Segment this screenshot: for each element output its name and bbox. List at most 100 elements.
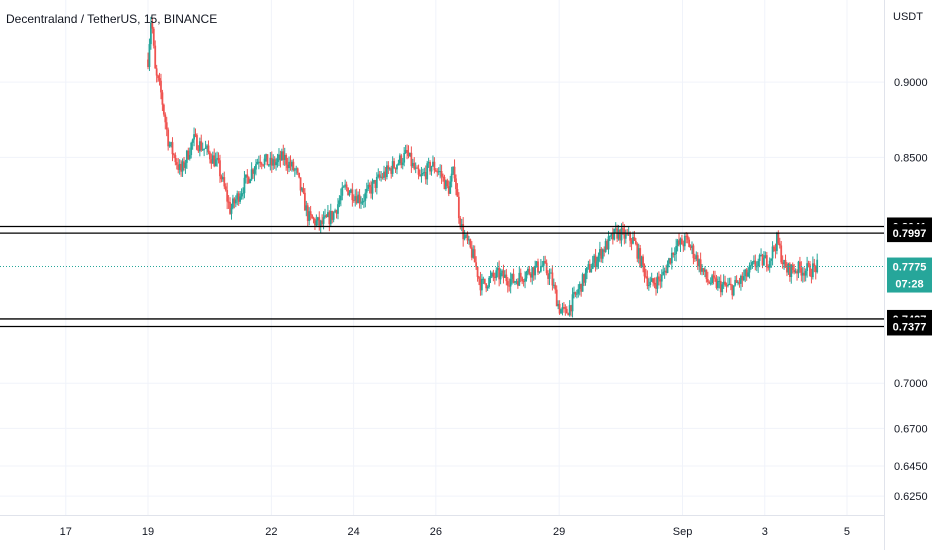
candle-body [636, 244, 639, 259]
candle-body [165, 122, 168, 130]
candle-body [204, 147, 207, 149]
candle-body [398, 155, 401, 164]
candle-body [426, 163, 429, 180]
candle-body [598, 249, 601, 256]
candle-body [243, 177, 246, 194]
candle-body [329, 210, 332, 225]
candle-body [541, 265, 544, 267]
candle-body [263, 158, 266, 165]
candle-body [551, 272, 554, 286]
candle-body [279, 154, 282, 161]
candle-body [185, 150, 188, 163]
candle-body [672, 252, 675, 255]
candle-body [374, 180, 377, 188]
candle-body [455, 178, 457, 190]
candle-body [419, 174, 421, 177]
candle-body [479, 278, 482, 291]
candle-body [531, 267, 534, 278]
candle-body [580, 283, 583, 292]
candle-body [522, 281, 525, 283]
candle-body [394, 167, 397, 170]
candle-body [364, 192, 367, 201]
candle-body [453, 166, 456, 179]
candle-body [688, 239, 691, 247]
candle-body [436, 171, 439, 173]
candle-body [594, 255, 597, 267]
candle-body [768, 260, 771, 268]
candle-body [396, 164, 398, 170]
candle-body [571, 294, 574, 312]
candle-body [478, 276, 480, 279]
candle-body [693, 258, 696, 260]
candle-body [404, 150, 407, 153]
candle-body [315, 220, 318, 226]
candle-body [597, 255, 600, 262]
candle-body [273, 159, 276, 166]
candle-body [285, 155, 288, 165]
candle-body [462, 224, 465, 240]
candle-body [649, 281, 652, 286]
candle-body [655, 284, 657, 289]
candle-body [793, 270, 796, 273]
candle-body [666, 263, 669, 273]
x-tick-label: 26 [430, 526, 442, 538]
candle-body [439, 171, 442, 173]
candle-body [410, 152, 413, 167]
candle-body [345, 184, 348, 188]
candle-body [377, 174, 380, 177]
last-price-text: 0.7775 [893, 262, 927, 274]
x-tick-label: 19 [142, 526, 154, 538]
candle-body [670, 252, 673, 264]
candle-body [470, 247, 473, 258]
candle-body [496, 267, 499, 271]
candle-body [249, 179, 252, 184]
candle-body [554, 284, 557, 290]
candle-body [207, 145, 210, 153]
candle-body [203, 148, 206, 150]
candle-body [352, 200, 355, 202]
candle-body [183, 161, 185, 168]
candle-body [388, 168, 391, 170]
candle-body [311, 214, 313, 219]
candle-body [197, 149, 200, 152]
candle-body [262, 164, 265, 166]
candle-body [804, 270, 807, 276]
candle-body [518, 272, 521, 286]
candle-body [447, 186, 450, 194]
candle-body [437, 171, 440, 173]
candle-body [740, 275, 742, 284]
candle-body [193, 134, 195, 140]
candle-body [226, 190, 229, 202]
candle-body [570, 305, 573, 312]
candle-body [357, 194, 360, 204]
candle-body [727, 284, 729, 286]
candle-body [443, 176, 446, 190]
candle-body [161, 92, 164, 105]
candle-body [282, 151, 285, 160]
candle-body [502, 270, 505, 278]
candle-body [778, 243, 781, 246]
candle-body [257, 161, 260, 163]
candle-body [673, 254, 676, 256]
candle-body [622, 228, 624, 230]
candle-body [552, 284, 555, 286]
candle-body [434, 170, 437, 172]
candle-body [691, 245, 693, 248]
candle-body [211, 155, 214, 164]
candle-body [629, 232, 632, 241]
candle-body [358, 194, 361, 203]
candle-body [504, 274, 506, 278]
candle-body [604, 241, 607, 252]
candle-body [338, 200, 341, 205]
candle-body [573, 292, 575, 295]
candle-body [331, 210, 334, 220]
candle-body [216, 158, 218, 160]
candle-body [748, 265, 751, 273]
candle-body [591, 262, 594, 269]
candle-body [704, 269, 706, 272]
candle-body [480, 278, 483, 291]
candle-body [351, 189, 354, 201]
